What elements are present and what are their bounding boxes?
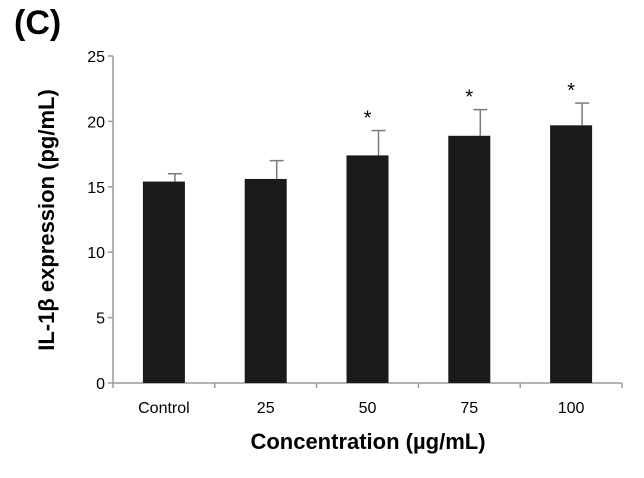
significance-marker: * (364, 108, 372, 130)
y-tick-label: 5 (96, 311, 105, 328)
x-tick-label: 100 (558, 400, 585, 417)
bar (142, 181, 185, 383)
y-tick-label: 15 (87, 180, 105, 197)
y-tick-label: 10 (87, 245, 105, 262)
y-tick-label: 0 (96, 376, 105, 393)
bar (550, 125, 593, 383)
x-axis-title: Concentration (µg/mL) (250, 429, 485, 454)
y-tick-label: 25 (87, 49, 105, 66)
x-tick-label: 50 (359, 400, 377, 417)
bars (142, 102, 593, 383)
x-tick-label: 25 (257, 400, 275, 417)
y-axis-title: IL-1β expression (pg/mL) (34, 89, 59, 351)
bar (448, 135, 491, 383)
panel-label: (C) (14, 4, 62, 42)
bar (346, 155, 389, 383)
x-tick-label: 75 (460, 400, 478, 417)
axis-labels: Control 25 50*75*100*Concentration (µg/mL)… (34, 80, 585, 454)
y-tick-label: 20 (87, 114, 105, 131)
axes: 0 5 10 15 20 25 (87, 49, 623, 393)
significance-marker: * (465, 87, 473, 109)
x-tick-label: Control (138, 400, 190, 417)
bar (244, 178, 287, 383)
significance-marker: * (567, 80, 575, 102)
